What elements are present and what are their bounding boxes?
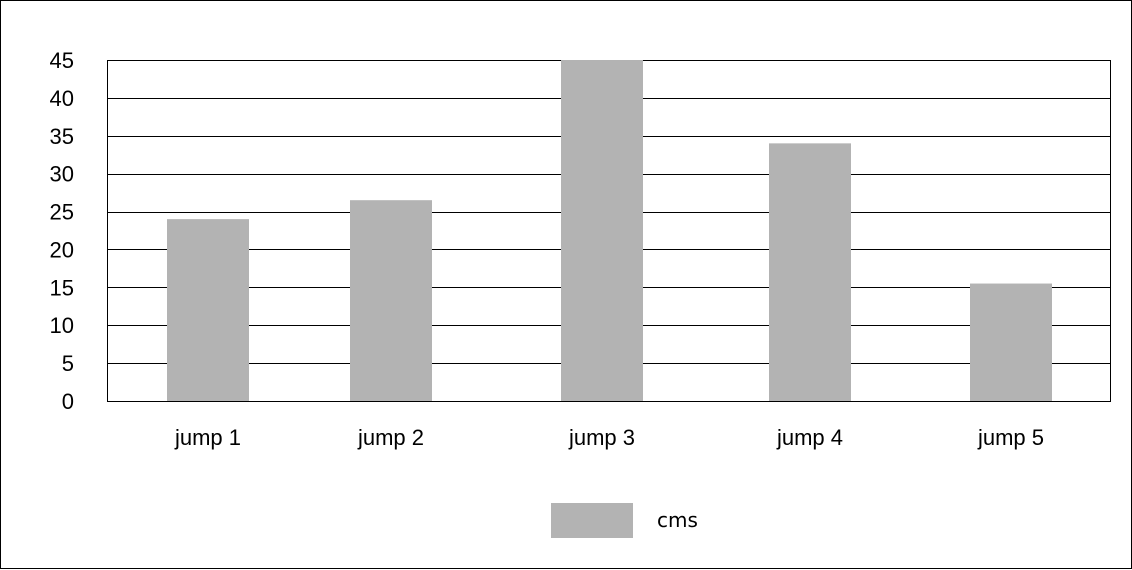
y-tick-label: 25	[50, 200, 74, 225]
y-tick-label: 45	[50, 48, 74, 73]
bar-jump-2	[350, 200, 432, 401]
y-tick-label: 35	[50, 124, 74, 149]
x-tick-labels: jump 1 jump 2 jump 3 jump 4 jump 5	[174, 425, 1044, 450]
y-tick-label: 5	[62, 351, 74, 376]
bar-jump-5	[970, 283, 1052, 401]
bar-jump-1	[167, 219, 249, 401]
y-tick-label: 20	[50, 237, 74, 262]
y-tick-label: 40	[50, 86, 74, 111]
bar-jump-4	[769, 143, 851, 401]
x-tick-label: jump 5	[977, 425, 1044, 450]
legend-label-cms: cms	[657, 508, 698, 532]
y-tick-label: 15	[50, 275, 74, 300]
x-tick-label: jump 2	[357, 425, 424, 450]
y-tick-label: 0	[62, 389, 74, 414]
x-tick-label: jump 1	[174, 425, 241, 450]
axes	[107, 60, 1111, 402]
bar-jump-3	[561, 60, 643, 401]
x-tick-label: jump 3	[568, 425, 635, 450]
bars	[167, 60, 1052, 401]
y-tick-labels: 0 5 10 15 20 25 30 35 40 45	[50, 48, 74, 414]
legend-swatch	[551, 503, 633, 538]
legend: cms	[551, 503, 698, 538]
y-tick-label: 10	[50, 313, 74, 338]
y-tick-label: 30	[50, 162, 74, 187]
x-tick-label: jump 4	[776, 425, 843, 450]
